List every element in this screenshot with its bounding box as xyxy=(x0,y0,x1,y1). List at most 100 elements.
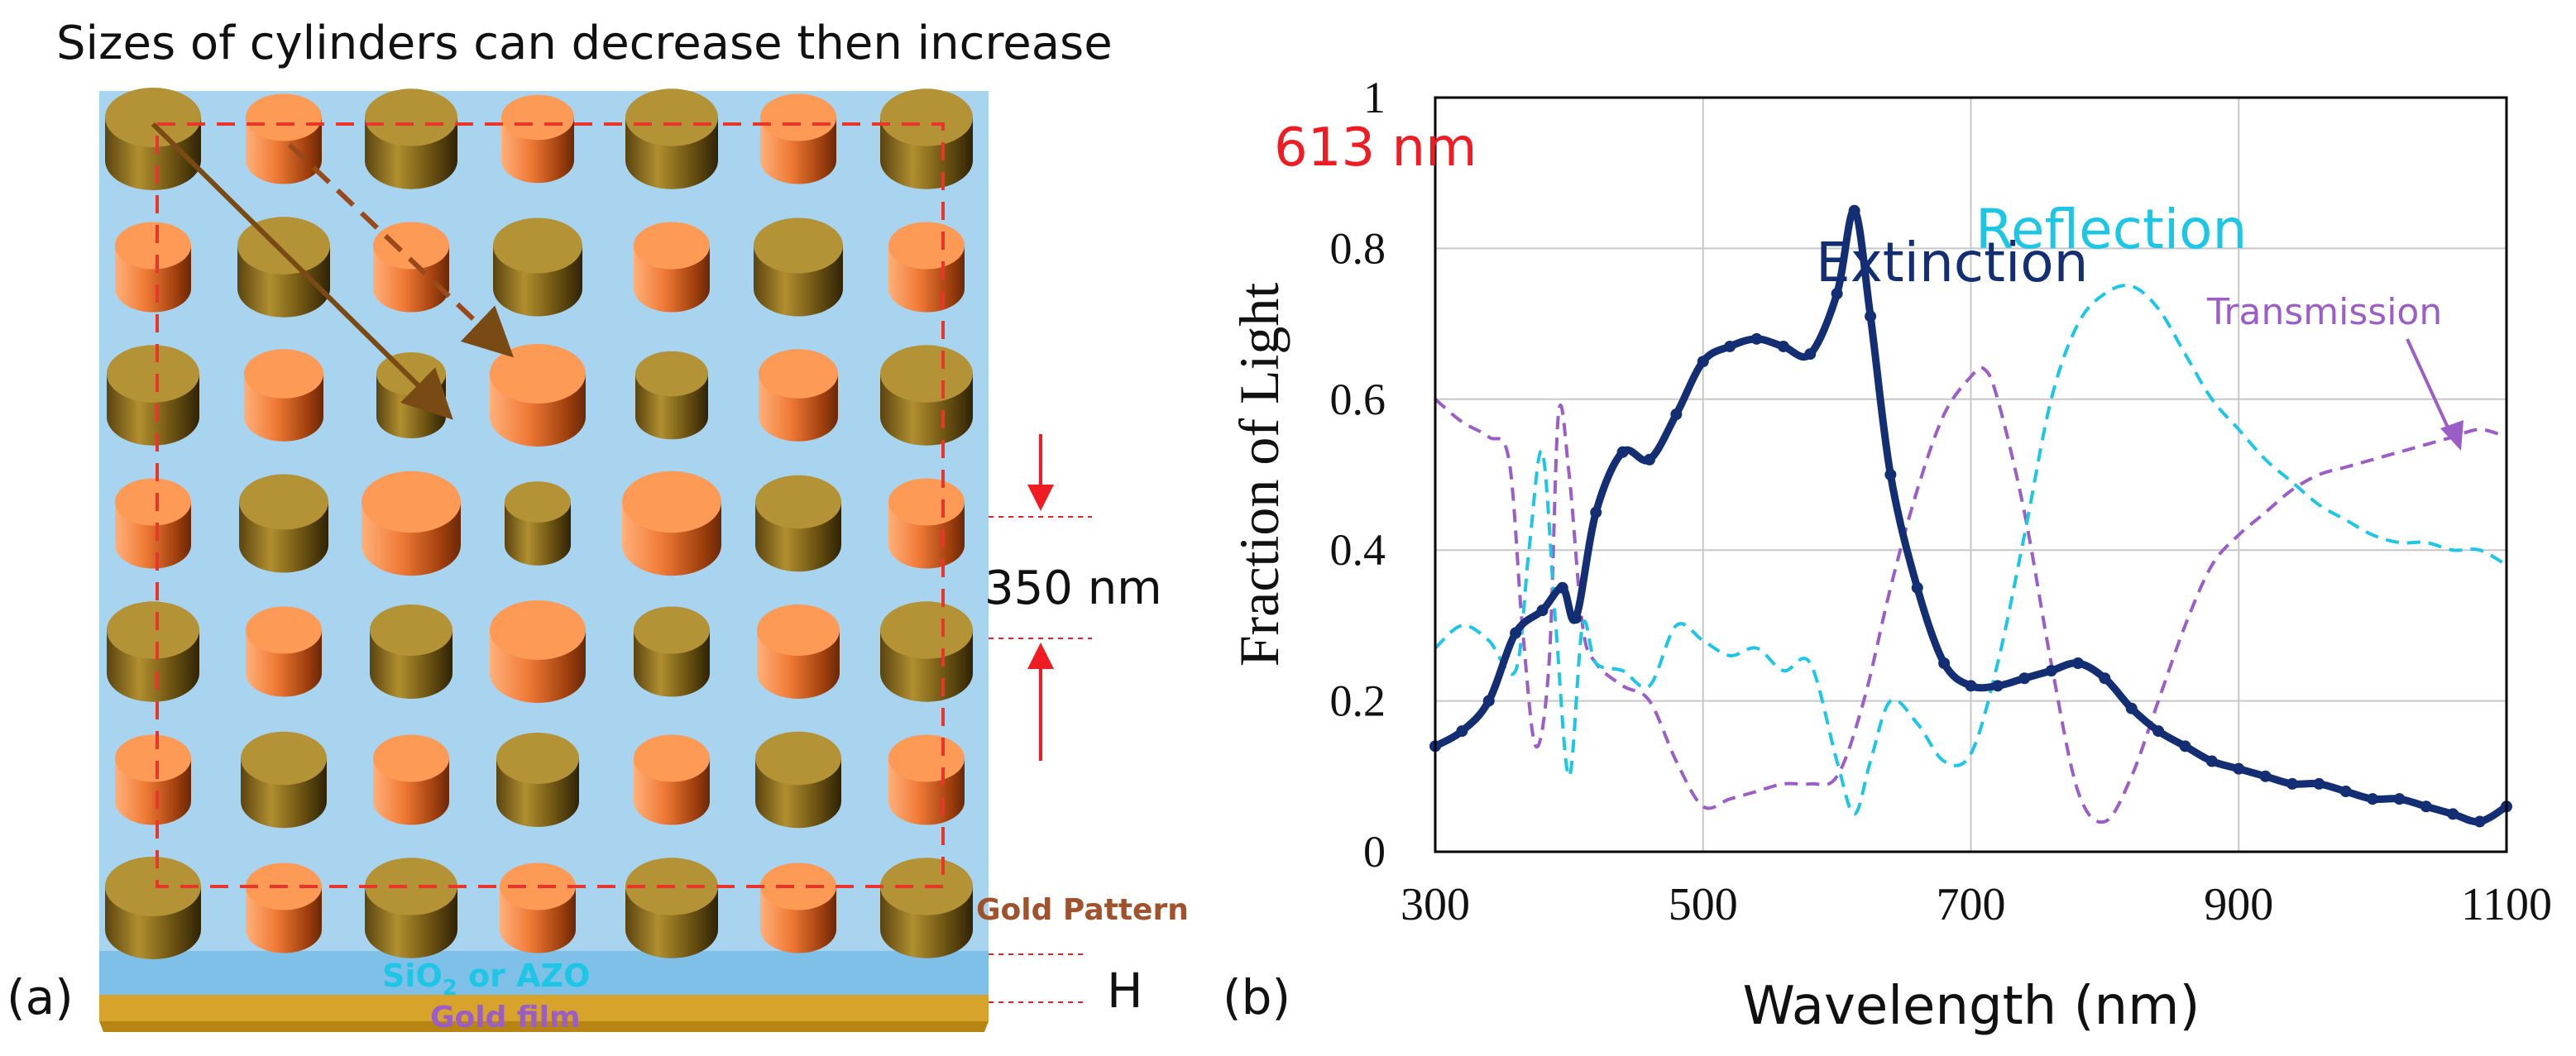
extinction-point xyxy=(1865,310,1877,323)
extinction-point xyxy=(2259,770,2272,782)
gold-cylinder xyxy=(496,733,579,827)
unit-cell-frame xyxy=(156,122,945,888)
copper-cylinder xyxy=(362,471,461,576)
extinction-point xyxy=(1777,340,1789,352)
extinction-point xyxy=(1616,446,1629,458)
dimension-label: 350 nm xyxy=(984,561,1162,615)
gold-cylinder xyxy=(880,601,973,702)
copper-cylinder xyxy=(888,478,965,569)
x-tick-label: 900 xyxy=(2204,879,2273,930)
diagonal-arrow-dashed xyxy=(287,142,515,358)
y-axis-label: Fraction of Light xyxy=(1228,283,1290,667)
cylinder-array xyxy=(105,88,973,959)
diagonal-arrow-solid xyxy=(151,122,453,420)
gold-cylinder xyxy=(365,858,457,958)
gold-cylinder xyxy=(241,731,327,829)
copper-cylinder xyxy=(246,93,322,184)
extinction-point xyxy=(1991,680,2004,692)
height-label: H xyxy=(1107,963,1143,1019)
copper-cylinder xyxy=(244,349,323,442)
extinction-point xyxy=(2339,786,2352,798)
x-axis-label: Wavelength (nm) xyxy=(1743,976,2200,1037)
extinction-point xyxy=(2367,793,2379,805)
plot-frame xyxy=(1434,96,2508,853)
extinction-point xyxy=(1750,332,1763,345)
extinction-point xyxy=(1911,581,1923,594)
extinction-point xyxy=(2152,725,2165,738)
extinction-point xyxy=(1510,627,1522,639)
extinction-point xyxy=(2072,657,2084,669)
copper-cylinder xyxy=(115,478,191,569)
gold-cylinder xyxy=(625,858,719,958)
transmission-label: Transmission xyxy=(2206,291,2442,333)
extinction-label: Extinction xyxy=(1816,231,2089,294)
chart-grid xyxy=(1434,97,2507,853)
extinction-point xyxy=(1965,680,1977,692)
extinction-point xyxy=(2473,815,2486,828)
gold-cylinder xyxy=(365,88,457,189)
gold-cylinder xyxy=(755,475,841,572)
extinction-point xyxy=(2018,672,2031,685)
peak-annotation: 613 nm xyxy=(1274,117,1477,179)
x-tick-label: 700 xyxy=(1937,879,2006,930)
copper-cylinder xyxy=(490,600,586,703)
extinction-point xyxy=(1644,453,1655,466)
copper-cylinder xyxy=(622,471,721,576)
gold-cylinder xyxy=(755,731,841,829)
copper-cylinder xyxy=(888,222,965,313)
copper-cylinder xyxy=(115,222,191,313)
extinction-point xyxy=(1724,340,1736,352)
y-tick-label: 0.4 xyxy=(1330,525,1386,575)
extinction-point xyxy=(1482,695,1495,707)
extinction-point xyxy=(1556,581,1568,594)
extinction-point xyxy=(2286,777,2298,790)
copper-cylinder xyxy=(246,606,322,697)
gold-cylinder xyxy=(635,351,708,440)
extinction-point xyxy=(2125,702,2138,714)
chart-ticks: 300 500 700 900 1100 0 0.2 0.4 0.6 0.8 1 xyxy=(1330,73,2552,930)
panel-a-label: (a) xyxy=(7,969,74,1025)
transmission-series-line xyxy=(1434,366,2507,824)
x-tick-label: 500 xyxy=(1669,879,1738,930)
spacer-label: SiO2 or AZO xyxy=(382,958,590,1001)
extinction-point xyxy=(1456,725,1468,738)
extinction-point xyxy=(2233,762,2245,775)
gold-cylinder xyxy=(105,88,201,190)
gold-cylinder xyxy=(107,601,199,702)
spacer-layer xyxy=(99,951,989,995)
extinction-point xyxy=(1848,204,1860,217)
extinction-point xyxy=(2393,793,2406,805)
copper-cylinder xyxy=(490,344,586,447)
extinction-point xyxy=(1938,657,1951,669)
reflection-series-line xyxy=(1434,284,2508,816)
copper-cylinder xyxy=(757,604,840,699)
gold-film-layer xyxy=(99,995,989,1021)
y-tick-label: 1 xyxy=(1363,73,1386,122)
panel-b-label: (b) xyxy=(1223,969,1290,1025)
chart-series xyxy=(1429,204,2512,828)
extinction-point xyxy=(1884,469,1897,480)
extinction-point xyxy=(2313,777,2325,790)
gold-cylinder xyxy=(634,606,710,697)
y-tick-label: 0.6 xyxy=(1330,375,1386,424)
gold-pattern-label: Gold Pattern xyxy=(976,893,1189,927)
extinction-point xyxy=(2205,755,2218,767)
gold-cylinder xyxy=(754,217,843,317)
copper-cylinder xyxy=(373,734,449,825)
gold-cylinder xyxy=(625,88,719,189)
reflection-label: Reflection xyxy=(1975,198,2247,261)
gold-cylinder xyxy=(880,345,973,446)
copper-cylinder xyxy=(115,734,191,825)
extinction-point xyxy=(2179,740,2191,753)
gold-cylinder xyxy=(239,474,328,573)
extinction-point xyxy=(1590,506,1602,518)
panel-a-title: Sizes of cylinders can decrease then inc… xyxy=(56,17,1113,70)
gold-cylinder xyxy=(493,217,582,317)
extinction-point xyxy=(1831,288,1843,300)
extinction-point xyxy=(1670,409,1683,421)
copper-cylinder xyxy=(760,862,836,953)
extinction-point xyxy=(2447,808,2459,820)
copper-cylinder xyxy=(373,222,449,313)
y-tick-label: 0.8 xyxy=(1330,223,1386,273)
